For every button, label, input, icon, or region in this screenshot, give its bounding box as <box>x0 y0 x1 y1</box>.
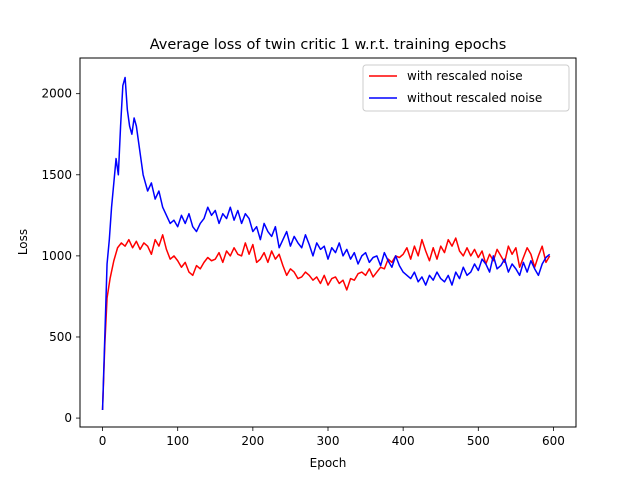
x-tick-label: 100 <box>166 434 189 448</box>
legend: with rescaled noise without rescaled noi… <box>362 64 570 112</box>
y-axis-label: Loss <box>16 229 30 255</box>
y-axis: 0 500 1000 1500 2000 <box>41 87 80 425</box>
x-axis-label: Epoch <box>310 456 347 470</box>
series-line-without-rescaled-noise <box>101 76 551 410</box>
x-tick-label: 400 <box>392 434 415 448</box>
x-tick-label: 600 <box>542 434 565 448</box>
chart-title: Average loss of twin critic 1 w.r.t. tra… <box>150 37 507 53</box>
y-tick-label: 0 <box>64 411 72 425</box>
y-tick-label: 500 <box>49 330 72 344</box>
y-tick-label: 1500 <box>41 168 72 182</box>
x-tick-label: 500 <box>467 434 490 448</box>
legend-label-with-rescaled-noise: with rescaled noise <box>407 69 523 83</box>
y-tick-label: 2000 <box>41 87 72 101</box>
x-tick-label: 200 <box>241 434 264 448</box>
y-tick-label: 1000 <box>41 249 72 263</box>
series-line-with-rescaled-noise <box>101 234 551 410</box>
x-tick-label: 300 <box>317 434 340 448</box>
x-tick-label: 0 <box>99 434 107 448</box>
legend-box <box>362 64 570 112</box>
legend-label-without-rescaled-noise: without rescaled noise <box>407 91 542 105</box>
plot-area <box>101 76 551 410</box>
x-axis: 0 100 200 300 400 500 600 <box>99 427 565 448</box>
